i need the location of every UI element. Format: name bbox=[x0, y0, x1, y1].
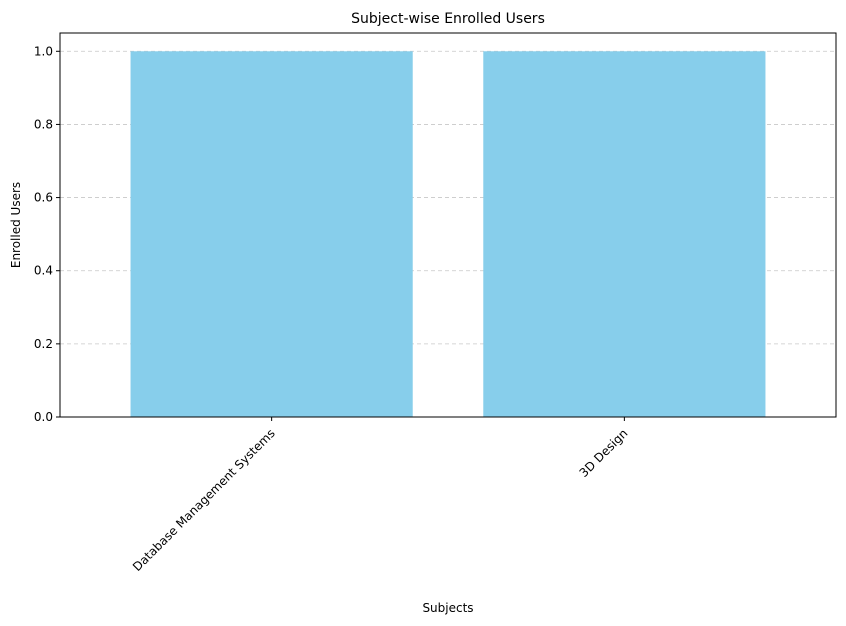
y-tick-label-3: 0.6 bbox=[34, 191, 53, 205]
y-tick-label-1: 0.2 bbox=[34, 337, 53, 351]
y-tick-label-4: 0.8 bbox=[34, 117, 53, 131]
y-tick-label-2: 0.4 bbox=[34, 264, 53, 278]
x-axis-label: Subjects bbox=[422, 601, 473, 615]
bar-1 bbox=[483, 51, 766, 418]
y-tick-label-5: 1.0 bbox=[34, 44, 53, 58]
chart-title: Subject-wise Enrolled Users bbox=[351, 11, 545, 27]
y-tick-label-0: 0.0 bbox=[34, 410, 53, 424]
y-axis-ticks: 0.0 0.2 0.4 0.6 0.8 1.0 bbox=[34, 44, 60, 424]
plot-frame bbox=[59, 32, 837, 418]
bar-0 bbox=[130, 51, 413, 418]
x-tick-label-0: Database Management Systems bbox=[130, 426, 278, 574]
x-axis-ticks: Database Management Systems 3D Design bbox=[130, 417, 630, 574]
x-tick-label-1: 3D Design bbox=[577, 426, 631, 480]
y-axis-label: Enrolled Users bbox=[9, 182, 23, 268]
bars bbox=[130, 51, 766, 418]
